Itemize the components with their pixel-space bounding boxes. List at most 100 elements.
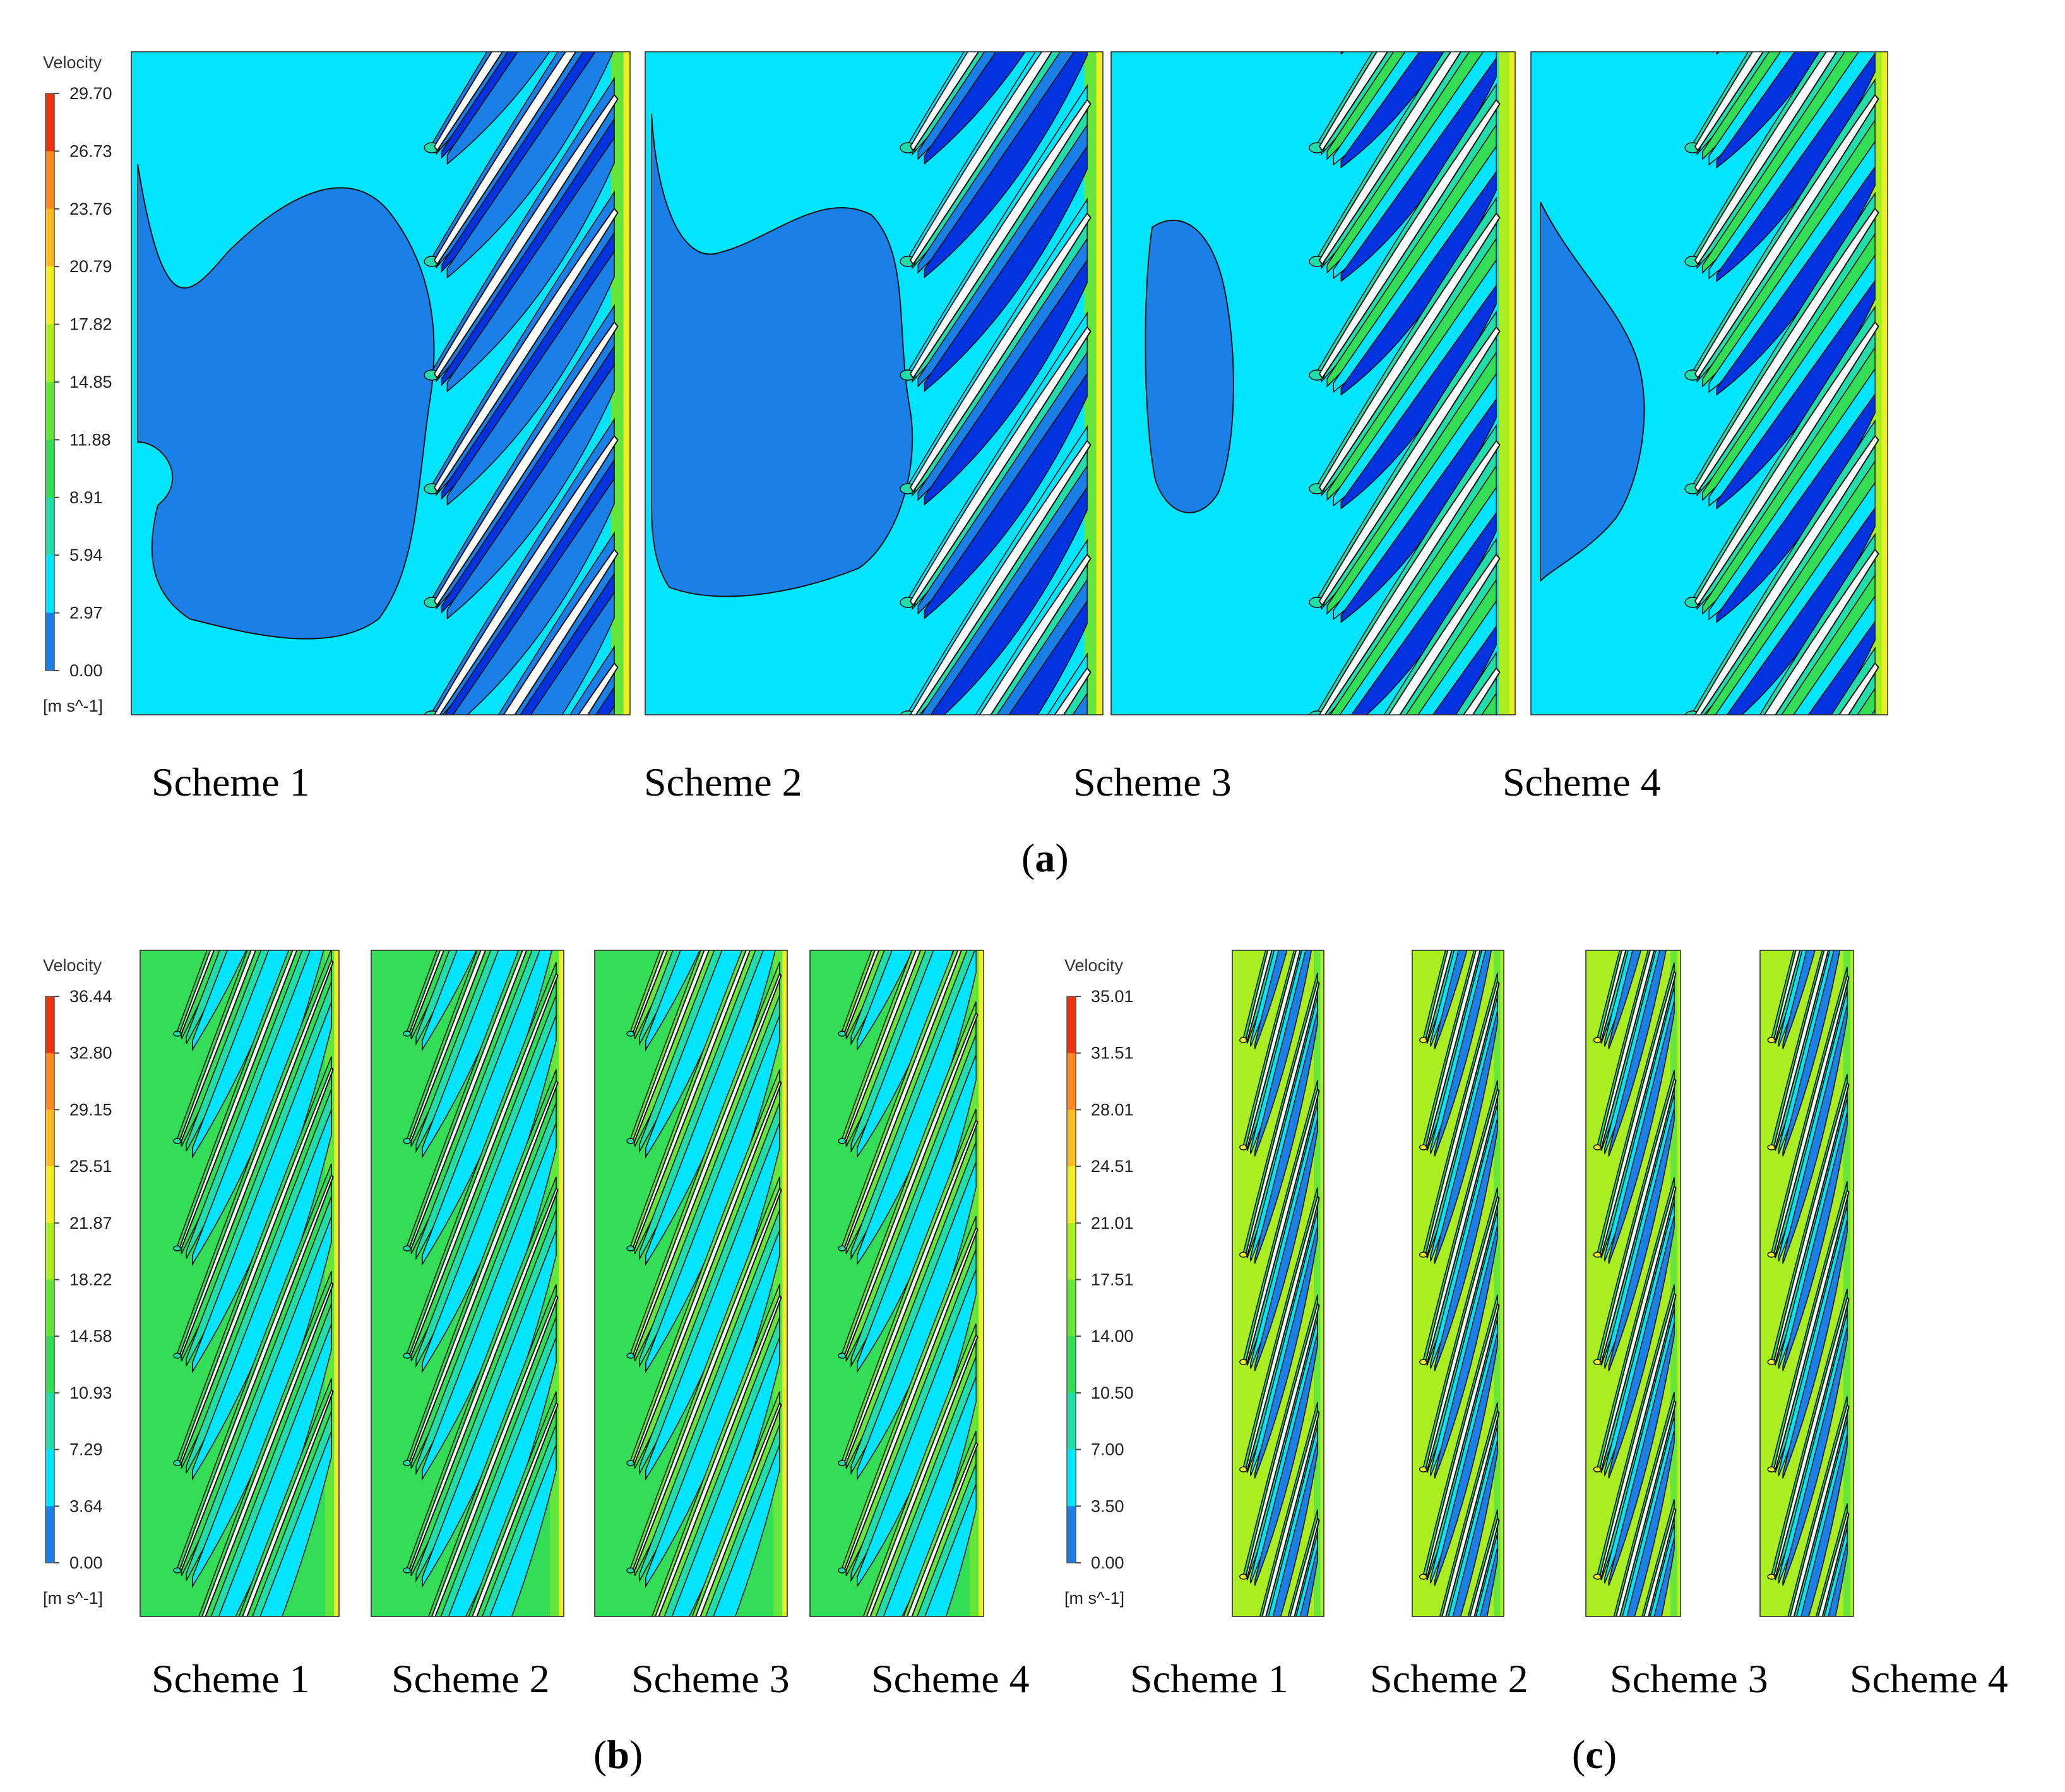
panel-label-a: (a) bbox=[1021, 835, 1069, 880]
blade bbox=[433, 207, 619, 493]
blade bbox=[632, 972, 782, 1358]
suction-contour bbox=[1831, 646, 1876, 715]
legend-title: Velocity bbox=[1064, 956, 1124, 975]
blade bbox=[1694, 434, 1879, 715]
blade bbox=[632, 1186, 782, 1573]
passage-contour bbox=[1072, 691, 1088, 715]
blade bbox=[979, 553, 1092, 715]
legend-tick-label: 3.50 bbox=[1091, 1496, 1124, 1515]
passage-contour bbox=[1254, 1225, 1318, 1479]
legend-tick-label: 24.51 bbox=[1091, 1157, 1134, 1176]
passage-contour bbox=[422, 950, 477, 1051]
blade bbox=[1694, 321, 1879, 607]
outlet-band-edge bbox=[979, 950, 984, 1616]
contour-plots-layer bbox=[131, 0, 1888, 1792]
passage-contour bbox=[1782, 950, 1816, 1049]
blade bbox=[1425, 1302, 1500, 1579]
plot-a-scheme2-field bbox=[645, 0, 1103, 715]
blade bbox=[909, 326, 1092, 607]
scheme-label-c-3: Scheme 3 bbox=[1610, 1656, 1768, 1701]
suction-contour bbox=[432, 0, 614, 33]
legend-tick-label: 10.50 bbox=[1091, 1383, 1134, 1402]
leading-edge-bubble bbox=[1594, 1789, 1602, 1792]
low-velocity-region bbox=[1145, 219, 1234, 514]
blade bbox=[843, 1119, 979, 1466]
suction-contour bbox=[497, 531, 615, 715]
blade bbox=[408, 1186, 559, 1573]
blade bbox=[242, 1389, 334, 1616]
blade bbox=[433, 93, 619, 379]
leading-edge-bubble bbox=[838, 924, 846, 929]
suction-contour bbox=[907, 425, 1088, 715]
legend-unit: [m s^-1] bbox=[43, 1589, 103, 1608]
blade bbox=[654, 1294, 782, 1616]
passage-contour bbox=[1782, 1111, 1848, 1371]
blade bbox=[408, 950, 487, 1144]
blade bbox=[503, 548, 619, 715]
leading-edge-bubble bbox=[1768, 1681, 1775, 1687]
suction-contour bbox=[198, 1270, 332, 1616]
passage-contour bbox=[857, 950, 913, 1051]
panel-label-b: (b) bbox=[593, 1732, 643, 1777]
suction-contour bbox=[1597, 962, 1675, 1255]
leading-edge-bubble bbox=[1309, 29, 1324, 39]
leading-edge-bubble bbox=[403, 924, 411, 929]
passage-contour bbox=[1782, 1219, 1848, 1479]
plot-b-scheme4-frame bbox=[809, 950, 984, 1617]
blade bbox=[1425, 950, 1481, 1150]
plot-a-scheme2-frame bbox=[645, 51, 1104, 715]
blade bbox=[179, 959, 334, 1358]
suction-contour bbox=[842, 1216, 977, 1570]
blade bbox=[909, 52, 1053, 266]
legend-band bbox=[45, 93, 54, 152]
legend-tick-label: 36.44 bbox=[69, 987, 112, 1006]
suction-contour bbox=[907, 311, 1088, 602]
legend-tick-label: 10.93 bbox=[69, 1383, 112, 1402]
legend-tick-label: 0.00 bbox=[69, 1553, 103, 1572]
outlet-band-edge bbox=[559, 950, 564, 1616]
leading-edge-bubble bbox=[174, 924, 181, 929]
plot-b-scheme1 bbox=[140, 924, 340, 1617]
blade bbox=[1245, 1195, 1320, 1472]
legend-tick-label: 7.29 bbox=[69, 1440, 103, 1459]
passage-contour bbox=[530, 590, 615, 715]
passage-contour bbox=[1857, 686, 1876, 715]
passage-contour bbox=[1782, 1326, 1848, 1586]
legend-band bbox=[1067, 1506, 1076, 1563]
panel-letter-c: c bbox=[1585, 1732, 1603, 1777]
plot-c-scheme3-field bbox=[1586, 950, 1681, 1792]
legend-band bbox=[45, 612, 54, 671]
suction-contour bbox=[691, 1391, 780, 1616]
passage-contour bbox=[1626, 1430, 1675, 1616]
blade bbox=[1599, 1292, 1677, 1579]
plot-a-scheme4-field bbox=[1531, 0, 1888, 948]
suction-contour bbox=[431, 417, 615, 715]
blade bbox=[578, 662, 619, 715]
scheme-label-a-1: Scheme 1 bbox=[152, 760, 310, 804]
plot-b-scheme1-frame bbox=[140, 950, 340, 1617]
blade bbox=[1463, 667, 1501, 715]
passage-contour bbox=[1783, 683, 1847, 941]
plot-c-scheme1-frame bbox=[1232, 950, 1324, 1617]
plot-c-scheme3 bbox=[1585, 950, 1681, 1792]
legend-tick-label: 29.15 bbox=[69, 1100, 112, 1119]
suction-contour bbox=[903, 1430, 977, 1616]
leading-edge-bubble bbox=[424, 29, 439, 39]
legend-tick-label: 26.73 bbox=[69, 141, 112, 160]
legend-frame bbox=[45, 996, 55, 1563]
legend-c: Velocity 35.01 31.51 28.01 24.51 21.01 17.51 14… bbox=[1064, 956, 1134, 1608]
suction-contour bbox=[842, 1108, 977, 1463]
legend-tick-label: 29.70 bbox=[69, 84, 112, 103]
passage-contour bbox=[924, 0, 1087, 50]
passage-contour bbox=[1327, 0, 1496, 45]
passage-contour bbox=[1716, 52, 1720, 55]
legend-tick-label: 17.51 bbox=[1091, 1270, 1134, 1289]
plot-b-scheme1-field bbox=[140, 924, 339, 1616]
plot-b-scheme3-frame bbox=[594, 950, 788, 1617]
blade bbox=[179, 1066, 334, 1466]
passage-contour bbox=[1697, 0, 1875, 41]
blade bbox=[434, 0, 618, 37]
plot-a-scheme3 bbox=[1110, 0, 1516, 715]
legend-band bbox=[1067, 1166, 1076, 1224]
leading-edge-bubble bbox=[1685, 938, 1700, 948]
